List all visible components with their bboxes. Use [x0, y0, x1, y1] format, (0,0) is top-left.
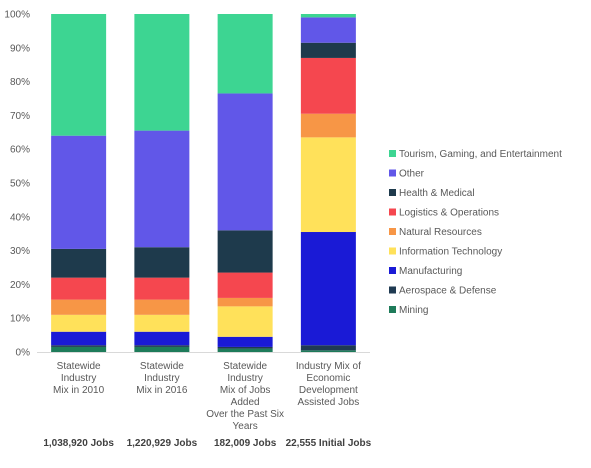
legend-label: Manufacturing: [399, 266, 462, 277]
bar-segment-manufacturing: [300, 232, 356, 346]
category-label-line: Statewide: [140, 361, 184, 372]
legend-label: Other: [399, 169, 425, 180]
category-label-line: Industry: [227, 373, 263, 384]
bar-segment-health-medical: [51, 248, 107, 278]
legend-label: Natural Resources: [399, 227, 482, 238]
legend-swatch: [389, 189, 396, 196]
y-tick-label: 30%: [10, 246, 30, 257]
bar-segment-manufacturing: [217, 336, 273, 347]
job-totals: 1,038,920 Jobs 1,220,929 Jobs 182,009 Jobs…: [43, 438, 371, 449]
category-label-line: Statewide: [223, 361, 267, 372]
category-label-line: Added: [231, 397, 260, 408]
bar-segment-aerospace-defense: [217, 346, 273, 349]
category-label: Statewide Industry Mix of Jobs Added Over th…: [206, 361, 284, 432]
legend-swatch: [389, 228, 396, 235]
bar-segment-tourism-gaming-and-entertainment: [300, 14, 356, 18]
bar-segment-information-technology: [134, 314, 190, 332]
bar-segment-manufacturing: [134, 331, 190, 346]
bar-segment-health-medical: [300, 42, 356, 58]
category-label-line: Economic: [306, 373, 350, 384]
category-label-line: Industry: [144, 373, 180, 384]
y-tick-label: 70%: [10, 111, 30, 122]
category-label-line: Industry Mix of: [296, 361, 361, 372]
legend-label: Information Technology: [399, 247, 502, 258]
bar-segment-mining: [51, 346, 107, 352]
bar-segment-logistics-operations: [300, 57, 356, 114]
bar-segment-logistics-operations: [134, 277, 190, 300]
bar-segment-information-technology: [217, 306, 273, 337]
legend-label: Tourism, Gaming, and Entertainment: [399, 149, 562, 160]
bar-segment-logistics-operations: [51, 277, 107, 300]
bar-segment-natural-resources: [51, 299, 107, 315]
bar-segment-health-medical: [217, 230, 273, 273]
category-label-line: Statewide: [57, 361, 101, 372]
bar-segment-tourism-gaming-and-entertainment: [134, 14, 190, 131]
legend-swatch: [389, 306, 396, 313]
category-label: Statewide Industry Mix in 2016: [136, 361, 188, 396]
bar-segment-mining: [300, 350, 356, 352]
category-label: Statewide Industry Mix in 2010: [53, 361, 105, 396]
y-tick-label: 90%: [10, 43, 30, 54]
bar-segment-other: [51, 135, 107, 249]
bar-segment-information-technology: [51, 314, 107, 332]
category-label-line: Mix in 2016: [136, 385, 188, 396]
legend-swatch: [389, 169, 396, 177]
bar-segment-aerospace-defense: [300, 345, 356, 351]
y-tick-label: 40%: [10, 212, 30, 223]
y-tick-label: 60%: [10, 145, 30, 156]
y-tick-label: 10%: [10, 314, 30, 325]
legend-swatch: [389, 286, 396, 294]
job-total-label: 182,009 Jobs: [214, 438, 277, 449]
category-label-line: Assisted Jobs: [298, 397, 360, 408]
legend: Tourism, Gaming, and Entertainment Other H…: [389, 149, 562, 316]
legend-swatch: [389, 150, 396, 157]
job-total-label: 1,038,920 Jobs: [43, 438, 114, 449]
legend-swatch: [389, 267, 396, 274]
category-label-line: Mix in 2010: [53, 385, 105, 396]
y-tick-label: 0%: [16, 348, 31, 359]
bar-segment-natural-resources: [217, 297, 273, 307]
bar-segment-information-technology: [300, 137, 356, 233]
category-label-line: Mix of Jobs: [220, 385, 271, 396]
y-tick-label: 20%: [10, 280, 30, 291]
axes: 0% 10% 20% 30% 40% 50% 60% 70% 80% 90% 100%: [4, 10, 370, 359]
bar-segment-mining: [217, 348, 273, 352]
bar-segment-aerospace-defense: [134, 345, 190, 347]
category-label-line: Years: [233, 421, 258, 432]
bar-segment-tourism-gaming-and-entertainment: [51, 14, 107, 136]
bars: [51, 14, 356, 352]
y-tick-label: 80%: [10, 77, 30, 88]
legend-swatch: [389, 208, 396, 216]
bar-segment-other: [217, 93, 273, 231]
bar-segment-other: [300, 17, 356, 43]
legend-label: Health & Medical: [399, 188, 475, 199]
bar-segment-health-medical: [134, 247, 190, 278]
legend-label: Aerospace & Defense: [399, 286, 497, 297]
bar-segment-natural-resources: [134, 299, 190, 315]
category-label-line: Over the Past Six: [206, 409, 284, 420]
bar-segment-other: [134, 130, 190, 248]
legend-label: Mining: [399, 305, 428, 316]
y-tick-label: 100%: [4, 10, 30, 21]
bar-segment-natural-resources: [300, 113, 356, 138]
category-label-line: Industry: [61, 373, 97, 384]
job-total-label: 22,555 Initial Jobs: [286, 438, 372, 449]
category-label: Industry Mix of Economic Development Assist…: [296, 361, 361, 408]
bar-segment-logistics-operations: [217, 272, 273, 298]
legend-swatch: [389, 247, 396, 255]
bar-segment-tourism-gaming-and-entertainment: [217, 14, 273, 94]
legend-label: Logistics & Operations: [399, 208, 499, 219]
job-total-label: 1,220,929 Jobs: [127, 438, 198, 449]
bar-segment-manufacturing: [51, 331, 107, 346]
category-label-line: Development: [299, 385, 358, 396]
y-tick-label: 50%: [10, 179, 30, 190]
bar-segment-mining: [134, 346, 190, 352]
bar-segment-aerospace-defense: [51, 345, 107, 347]
